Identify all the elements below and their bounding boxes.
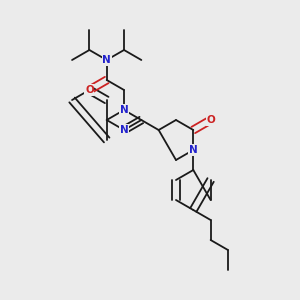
Text: N: N <box>102 55 111 65</box>
Text: N: N <box>120 105 128 115</box>
Text: O: O <box>206 115 215 125</box>
Text: N: N <box>189 145 198 155</box>
Text: O: O <box>85 85 94 95</box>
Text: N: N <box>120 125 128 135</box>
